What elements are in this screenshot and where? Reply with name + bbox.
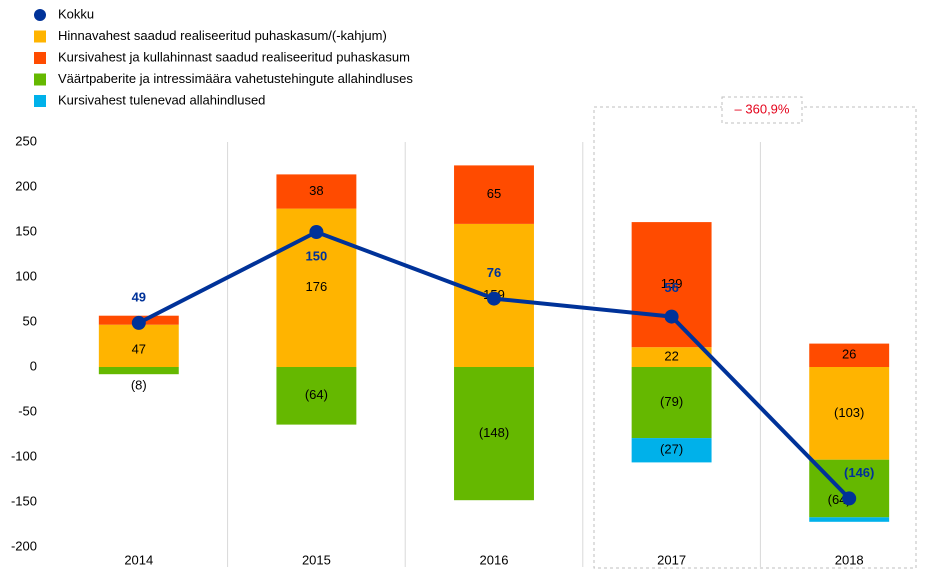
data-label: 139	[661, 276, 683, 291]
legend-label: Kursivahest ja kullahinnast saadud reali…	[58, 49, 410, 64]
total-point	[664, 309, 679, 324]
data-label: (27)	[660, 442, 683, 457]
data-label: (79)	[660, 394, 683, 409]
data-label: (64)	[305, 387, 328, 402]
legend-label: Kursivahest tulenevad allahindlused	[58, 92, 265, 107]
y-tick-label: -150	[11, 493, 37, 508]
y-tick-label: 50	[23, 313, 37, 328]
bar-segment	[809, 367, 890, 460]
legend-label: Hinnavahest saadud realiseeritud puhaska…	[58, 28, 387, 43]
total-label: 150	[306, 248, 328, 263]
legend-label: Kokku	[58, 6, 94, 21]
y-tick-label: -50	[18, 403, 37, 418]
x-tick-label: 2014	[124, 552, 153, 567]
y-tick-label: 0	[30, 358, 37, 373]
x-tick-label: 2015	[302, 552, 331, 567]
bar-segment	[454, 165, 534, 224]
total-label: 76	[487, 265, 501, 280]
legend-marker	[34, 73, 46, 86]
y-tick-label: -200	[11, 538, 37, 553]
y-tick-label: 100	[15, 268, 37, 283]
bar-segment	[631, 367, 712, 439]
data-label: 47	[132, 341, 146, 356]
annotation-box	[721, 96, 803, 124]
total-point	[487, 291, 501, 306]
bar-segment	[631, 347, 712, 367]
data-label: 176	[306, 279, 328, 294]
bar-segment	[809, 517, 890, 522]
bar-segment	[631, 438, 712, 463]
bar-segment	[276, 367, 357, 425]
x-tick-label: 2016	[480, 552, 509, 567]
bar-segment	[98, 324, 179, 367]
bar-segment	[631, 222, 712, 348]
data-label: 65	[487, 186, 501, 201]
legend-marker	[34, 52, 46, 64]
x-tick-label: 2018	[835, 552, 864, 567]
data-label: (103)	[834, 405, 864, 420]
annotation: – 360,9%	[735, 101, 790, 116]
data-label: 38	[309, 183, 323, 198]
highlight-box	[593, 106, 917, 569]
data-label: (8)	[131, 378, 147, 393]
bar-segment	[809, 343, 890, 367]
total-point	[309, 225, 324, 239]
data-label: 26	[842, 347, 856, 362]
bar-segment	[454, 367, 534, 501]
y-tick-label: 250	[15, 133, 37, 148]
total-label: (146)	[844, 465, 874, 480]
total-label: 56	[664, 280, 678, 295]
data-label: 22	[664, 349, 678, 364]
x-tick-label: 2017	[657, 552, 686, 567]
bar-segment	[276, 174, 357, 209]
total-label: 49	[132, 289, 146, 304]
legend-marker	[34, 95, 46, 107]
total-point	[842, 491, 857, 506]
data-label: (148)	[479, 425, 509, 440]
total-point	[131, 315, 146, 330]
legend-marker	[34, 9, 46, 21]
y-tick-label: 200	[15, 178, 37, 193]
y-tick-label: -100	[11, 448, 37, 463]
legend-marker	[34, 30, 46, 43]
legend-label: Väärtpaberite ja intressimäära vahetuste…	[58, 71, 413, 86]
y-tick-label: 150	[15, 223, 37, 238]
bar-segment	[98, 367, 179, 375]
